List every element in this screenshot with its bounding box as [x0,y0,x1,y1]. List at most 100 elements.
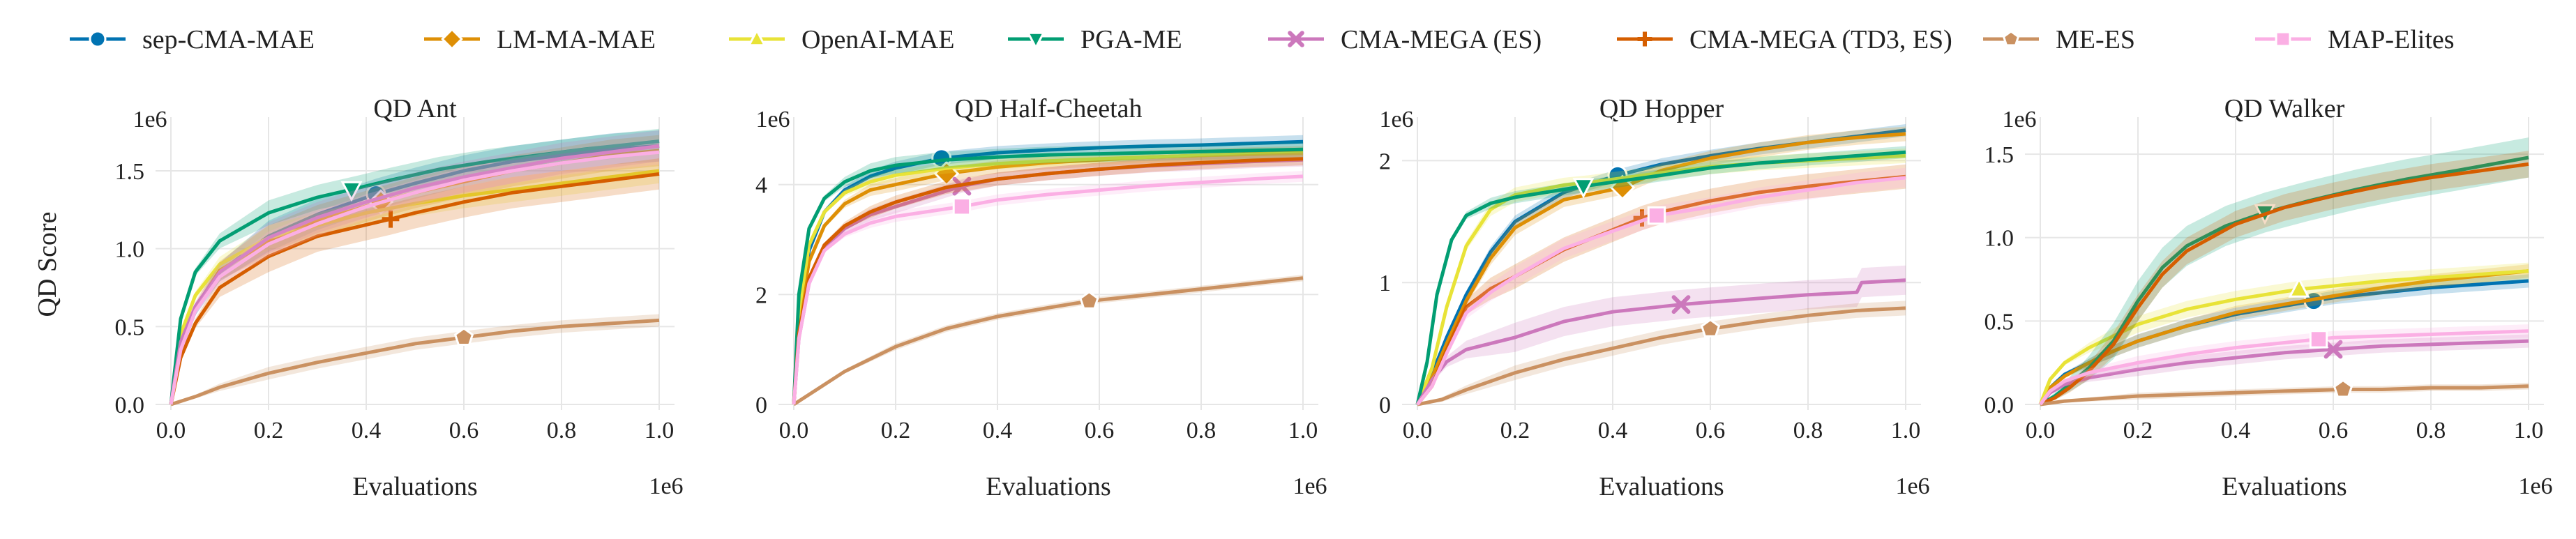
legend-item: CMA-MEGA (TD3, ES) [1617,25,1952,54]
x-multiplier: 1e6 [649,473,683,499]
x-tick-label: 0.0 [1403,418,1433,443]
panel-title: QD Hopper [1599,94,1724,123]
confidence-band [171,158,659,404]
series-line [2040,384,2529,407]
series-line [2039,339,2529,406]
legend-label: LM-MA-MAE [497,25,656,54]
y-tick-label: 2 [1379,149,1391,174]
series [2038,324,2529,406]
confidence-band [171,128,659,404]
series-group [1415,124,1906,407]
grid [156,117,675,410]
series [2040,379,2529,407]
legend-item: LM-MA-MAE [424,25,656,54]
x-tick-label: 1.0 [1891,418,1921,443]
x-tick-label: 0.4 [2221,418,2251,443]
series-group [169,128,660,407]
legend-item: OpenAI-MAE [729,25,955,54]
confidence-band [171,314,659,404]
data-marker [1647,206,1666,225]
panel-title: QD Ant [373,94,457,123]
series [792,147,1304,405]
series [2038,264,2529,406]
x-tick-label: 0.2 [2123,418,2153,443]
x-axis-label: Evaluations [1599,472,1724,501]
series [792,152,1304,405]
series [169,158,660,405]
series-line [169,150,660,405]
series-line [169,144,660,405]
grid [778,117,1318,410]
series [2038,262,2529,405]
series-group [2038,137,2529,407]
series [2039,334,2529,406]
confidence-band [2040,264,2529,404]
y-tick-label: 1 [1379,271,1391,296]
legend-label: CMA-MEGA (ES) [1341,25,1542,54]
y-multiplier: 1e6 [755,107,790,132]
series-line [792,276,1304,407]
data-marker [2323,340,2343,359]
data-marker [1572,178,1595,199]
legend-item: ME-ES [1983,25,2135,54]
series-line [2038,269,2529,406]
series [169,158,660,405]
x-axis-label: Evaluations [2222,472,2347,501]
series [1415,265,1906,406]
series-line [1415,132,1906,406]
legend-label: sep-CMA-MAE [142,25,315,54]
data-marker [2333,379,2353,398]
series-line [1415,150,1906,405]
series-line [2039,162,2529,407]
series-line [792,157,1304,405]
x-multiplier: 1e6 [2518,473,2552,499]
x-tick-label: 0.0 [156,418,186,443]
panels: QD Ant 0.0 0.5 1.0 1.5 0.0 0.2 0.4 0.6 0.8 1.0 1e6 1… [33,94,2553,501]
y-tick-label: 2 [755,282,767,308]
y-tick-label: 0.5 [1984,309,2014,335]
x-tick-label: 1.0 [1288,418,1318,443]
chart-panel: QD Hopper 0 1 2 0.0 0.2 0.4 0.6 0.8 1.0 1e6 1e6 Eval… [1379,94,1930,501]
x-tick-label: 0.8 [2416,418,2446,443]
x-tick-label: 0.6 [2319,418,2349,443]
y-tick-label: 0.5 [115,314,145,340]
y-multiplier: 1e6 [1379,107,1413,132]
confidence-band [171,158,659,404]
confidence-band [794,147,1303,404]
x-tick-label: 0.0 [2026,418,2056,443]
data-marker [1700,318,1721,337]
legend-label: MAP-Elites [2328,25,2455,54]
x-tick-label: 0.6 [449,418,479,443]
legend-item: CMA-MEGA (ES) [1268,25,1542,54]
legend-item: sep-CMA-MAE [70,25,315,54]
data-marker [382,210,400,228]
legend-label: CMA-MEGA (TD3, ES) [1689,25,1952,54]
x-tick-label: 0.0 [779,418,809,443]
series-line [1416,176,1906,406]
x-tick-label: 0.6 [1696,418,1726,443]
x-tick-label: 0.8 [1793,418,1823,443]
x-multiplier: 1e6 [1895,473,1929,499]
panel-title: QD Walker [2224,94,2345,123]
y-tick-label: 1.5 [115,159,145,185]
series [792,141,1304,405]
chart-panel: QD Walker 0.0 0.5 1.0 1.5 0.0 0.2 0.4 0.6 0.8 1.0 1… [1984,94,2553,501]
series-group [792,135,1304,407]
data-marker [2309,330,2328,349]
series-line [792,151,1304,405]
legend-marker [89,30,107,48]
data-marker [1079,290,1099,310]
series-line [2038,329,2529,406]
y-multiplier: 1e6 [2002,107,2036,132]
series [1416,167,1906,406]
y-tick-label: 0 [755,393,767,418]
series [169,128,660,405]
y-tick-label: 1.0 [115,237,145,263]
y-tick-label: 0 [1379,393,1391,418]
y-tick-label: 4 [755,173,767,199]
y-tick-label: 1.0 [1984,226,2014,252]
legend-label: PGA-ME [1080,25,1182,54]
legend-item: PGA-ME [1008,25,1182,54]
x-tick-label: 0.8 [1187,418,1217,443]
